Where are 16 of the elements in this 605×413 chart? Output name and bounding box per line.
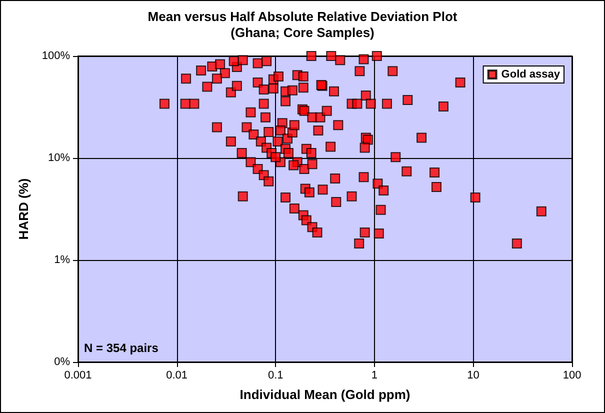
annotation: N = 354 pairs [84, 341, 159, 355]
legend-label: Gold assay [501, 68, 561, 80]
x-tick-label: 0.001 [64, 370, 92, 382]
x-tick-label: 0.01 [166, 370, 188, 382]
y-tick-label: 100% [42, 50, 70, 62]
chart-title: Mean versus Half Absolute Relative Deviation Plot [148, 9, 458, 24]
x-tick-label: 10 [467, 370, 480, 382]
y-tick-label: 1% [54, 254, 70, 266]
chart-subtitle: (Ghana; Core Samples) [230, 25, 374, 40]
y-axis-title: HARD (%) [16, 178, 31, 240]
y-tick-label: 0% [54, 356, 70, 368]
x-tick-label: 100 [562, 370, 582, 382]
x-tick-label: 0.1 [268, 370, 284, 382]
x-tick-label: 1 [371, 370, 378, 382]
x-axis-title: Individual Mean (Gold ppm) [240, 387, 410, 402]
y-tick-label: 10% [48, 152, 70, 164]
